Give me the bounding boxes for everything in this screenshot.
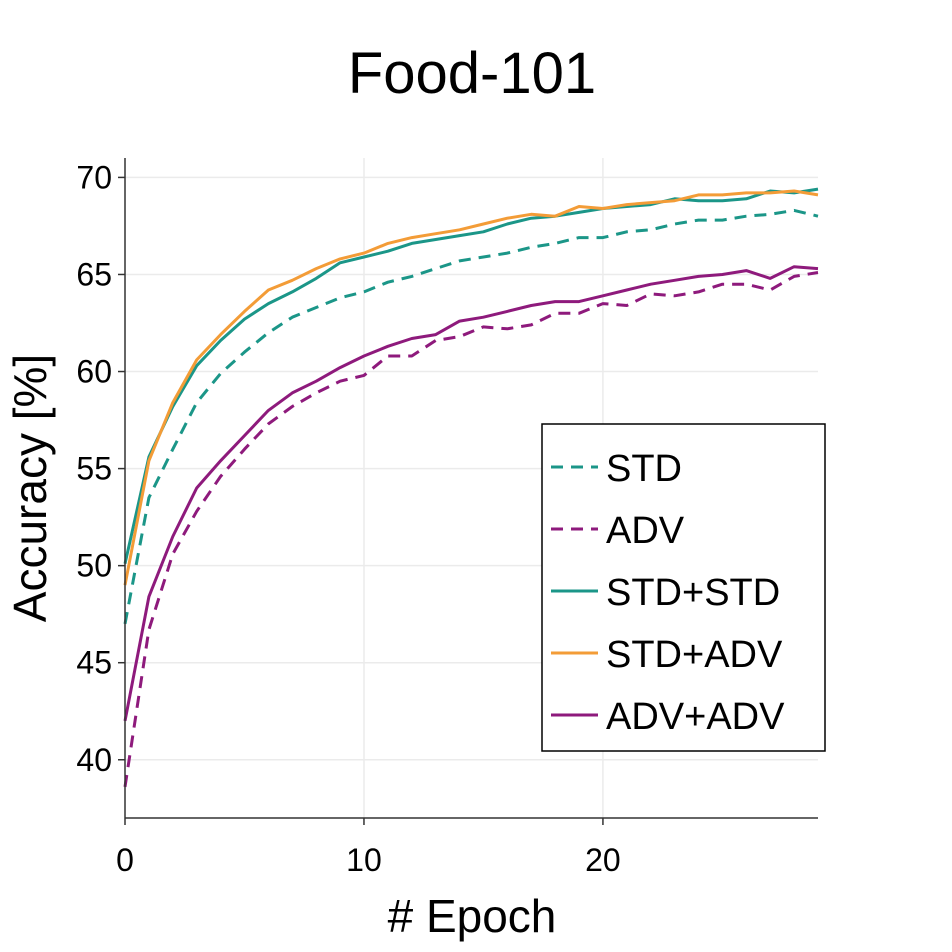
legend-label: STD+ADV <box>606 634 783 676</box>
y-tick-label: 55 <box>76 451 112 487</box>
chart-title: Food-101 <box>348 41 596 106</box>
series-line-adv <box>123 271 819 788</box>
series-line-adv-plus-adv <box>123 265 819 722</box>
legend-label: ADV <box>606 510 685 552</box>
y-tick-label: 40 <box>76 742 112 778</box>
y-tick-label: 70 <box>76 159 112 195</box>
legend-label: ADV+ADV <box>606 696 785 738</box>
grid <box>125 158 818 818</box>
x-tick-label: 0 <box>116 842 134 878</box>
series-line-std <box>123 208 819 625</box>
legend-label: STD <box>606 448 682 490</box>
y-tick-label: 50 <box>76 548 112 584</box>
x-axis-label: # Epoch <box>388 890 557 942</box>
legend-box <box>541 423 826 752</box>
series-line-std-plus-std <box>123 187 819 565</box>
axes <box>118 158 818 825</box>
x-tick-label: 20 <box>585 842 621 878</box>
series-lines <box>123 187 819 788</box>
legend-label: STD+STD <box>606 572 780 614</box>
y-tick-label: 65 <box>76 256 112 292</box>
y-tick-label: 60 <box>76 354 112 390</box>
x-tick-label: 10 <box>346 842 382 878</box>
y-axis-label: Accuracy [%] <box>4 354 56 622</box>
y-tick-label: 45 <box>76 645 112 681</box>
legend: STD ADV STD+STD STD+ADV ADV+ADV <box>541 423 826 752</box>
tick-labels: 40 45 50 55 60 65 70 0 10 20 <box>76 159 620 878</box>
series-line-std-plus-adv <box>123 189 819 586</box>
